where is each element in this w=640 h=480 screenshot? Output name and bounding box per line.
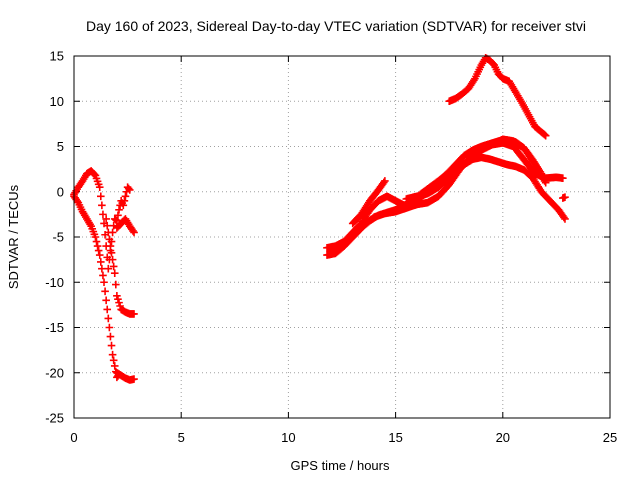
data-point xyxy=(116,302,124,310)
x-tick-label: 0 xyxy=(70,430,77,445)
data-point xyxy=(95,183,104,192)
y-tick-label: 10 xyxy=(50,94,64,109)
x-tick-label: 10 xyxy=(281,430,295,445)
x-tick-label: 25 xyxy=(603,430,617,445)
data-point xyxy=(99,210,107,219)
data-point xyxy=(113,216,121,225)
y-tick-label: -15 xyxy=(45,320,64,335)
data-point xyxy=(94,180,103,189)
data-points xyxy=(70,54,569,384)
data-point xyxy=(103,305,112,314)
data-point xyxy=(102,215,110,223)
data-point xyxy=(110,362,119,370)
data-point xyxy=(107,341,116,350)
data-point xyxy=(114,295,122,304)
y-tick-label: -20 xyxy=(45,365,64,380)
data-point xyxy=(107,249,116,257)
data-point xyxy=(95,251,104,259)
y-tick-label: -5 xyxy=(52,230,64,245)
data-point xyxy=(105,323,114,332)
data-point xyxy=(90,170,99,179)
data-point xyxy=(100,278,108,287)
data-point xyxy=(103,221,112,230)
x-tick-label: 15 xyxy=(388,430,402,445)
data-point xyxy=(541,178,550,187)
data-point xyxy=(110,269,119,277)
data-point xyxy=(106,332,115,341)
data-point xyxy=(130,228,138,237)
data-point xyxy=(97,258,105,266)
gridlines xyxy=(74,56,610,418)
data-point xyxy=(108,350,117,359)
data-point xyxy=(541,131,550,140)
y-tick-label: -25 xyxy=(45,411,64,426)
data-point xyxy=(115,206,123,214)
data-point xyxy=(559,174,567,182)
series-arc-early-c xyxy=(102,215,138,318)
data-point xyxy=(125,186,134,194)
data-point xyxy=(113,292,121,300)
data-point xyxy=(104,228,113,237)
y-tick-label: -10 xyxy=(45,275,64,290)
series-arc-mid-d xyxy=(348,177,389,228)
data-point xyxy=(93,242,102,250)
data-point xyxy=(121,192,130,201)
plot-frame xyxy=(73,55,611,419)
data-point xyxy=(94,246,103,255)
axis-ticks: 0 5 10 15 20 25 -25 -20 -15 -10 -5 0 5 10 15 xyxy=(45,49,617,446)
data-point xyxy=(105,235,114,244)
series-arc-mid-f xyxy=(559,193,569,202)
data-point xyxy=(108,255,117,264)
data-point xyxy=(114,211,122,220)
data-point xyxy=(97,192,105,201)
data-point xyxy=(130,310,138,318)
data-point xyxy=(98,201,106,210)
data-point xyxy=(540,130,549,139)
data-point xyxy=(104,264,113,273)
series-arc-early-d xyxy=(113,215,138,237)
data-point xyxy=(112,216,120,224)
series-arc-late-peak xyxy=(445,54,550,140)
data-point xyxy=(106,242,115,250)
x-tick-label: 5 xyxy=(178,430,185,445)
data-point xyxy=(561,215,569,223)
y-tick-label: 15 xyxy=(50,49,64,64)
y-tick-label: 0 xyxy=(57,184,64,199)
data-point xyxy=(112,280,120,289)
y-axis-label: SDTVAR / TECUs xyxy=(6,184,21,289)
x-axis-label: GPS time / hours xyxy=(291,458,390,473)
data-point xyxy=(115,298,123,307)
data-point xyxy=(91,233,100,241)
series-arc-mid-e xyxy=(402,135,550,203)
y-tick-label: 5 xyxy=(57,139,64,154)
chart-title: Day 160 of 2023, Sidereal Day-to-day VTE… xyxy=(86,18,586,34)
data-point xyxy=(92,237,101,246)
data-point xyxy=(104,314,113,323)
data-point xyxy=(93,177,102,186)
data-point xyxy=(91,171,100,180)
data-point xyxy=(92,174,101,183)
data-point xyxy=(119,201,128,210)
data-point xyxy=(109,262,118,271)
data-point xyxy=(109,356,118,365)
data-point xyxy=(381,177,389,185)
data-point xyxy=(99,271,107,280)
data-point xyxy=(98,264,106,273)
x-tick-label: 20 xyxy=(496,430,510,445)
data-point xyxy=(130,375,138,383)
data-point xyxy=(101,287,109,296)
data-point xyxy=(102,296,110,305)
series-arc-early-e xyxy=(113,368,138,384)
data-point xyxy=(120,197,129,205)
data-point xyxy=(561,193,569,201)
